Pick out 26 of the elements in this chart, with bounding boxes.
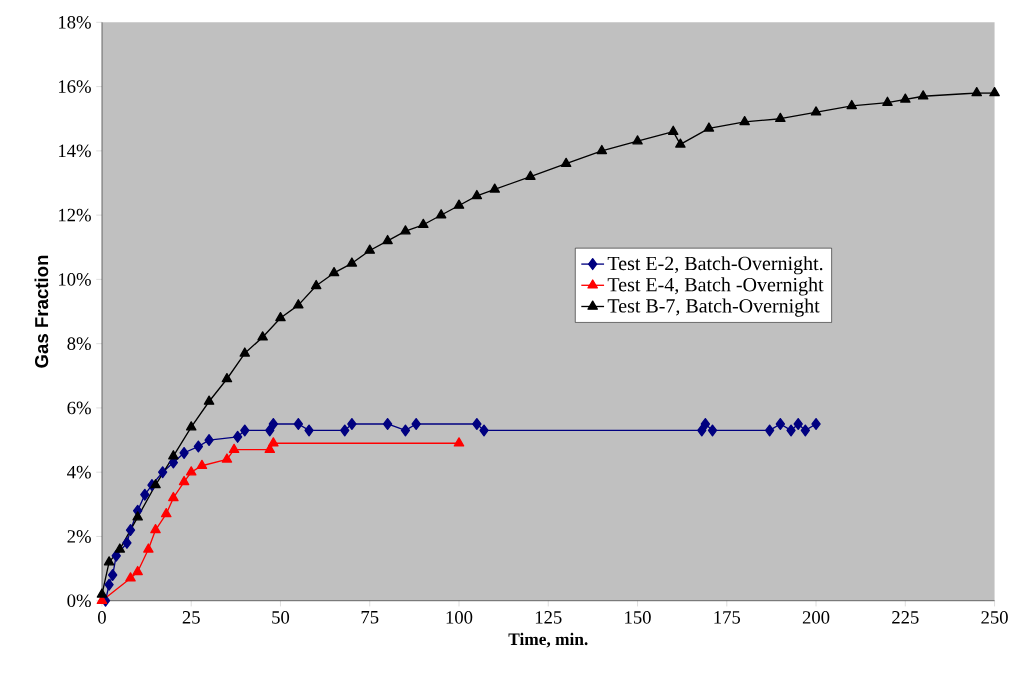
y-tick-label: 0% <box>67 594 91 608</box>
y-tick-label: 12% <box>59 208 91 222</box>
x-tick-label: 75 <box>361 611 379 624</box>
y-axis-title: Gas Fraction <box>34 255 49 368</box>
legend-label: Test E-4, Batch -Overnight <box>607 277 824 296</box>
y-tick-label: 2% <box>67 530 91 543</box>
y-tick-label: 6% <box>67 401 91 415</box>
y-tick-label: 10% <box>59 273 91 286</box>
y-tick-label: 16% <box>59 80 91 94</box>
legend-label: Test E-2, Batch-Overnight. <box>607 256 823 275</box>
x-axis-title: Time, min. <box>508 633 588 648</box>
x-tick-label: 100 <box>446 611 473 624</box>
legend-label: Test B-7, Batch-Overnight <box>607 298 820 317</box>
y-tick-label: 4% <box>67 466 91 479</box>
x-tick-label: 25 <box>182 611 200 624</box>
x-tick-label: 200 <box>802 611 830 624</box>
x-tick-label: 125 <box>535 611 562 624</box>
y-tick-label: 18% <box>59 16 91 29</box>
x-tick-label: 50 <box>272 611 290 624</box>
x-tick-label: 150 <box>625 611 651 624</box>
y-tick-label: 8% <box>67 337 91 351</box>
x-tick-label: 225 <box>892 611 919 624</box>
y-tick-label: 14% <box>59 144 91 158</box>
x-tick-label: 175 <box>714 611 741 624</box>
x-tick-label: 250 <box>981 611 1008 624</box>
x-tick-label: 0 <box>98 611 106 624</box>
